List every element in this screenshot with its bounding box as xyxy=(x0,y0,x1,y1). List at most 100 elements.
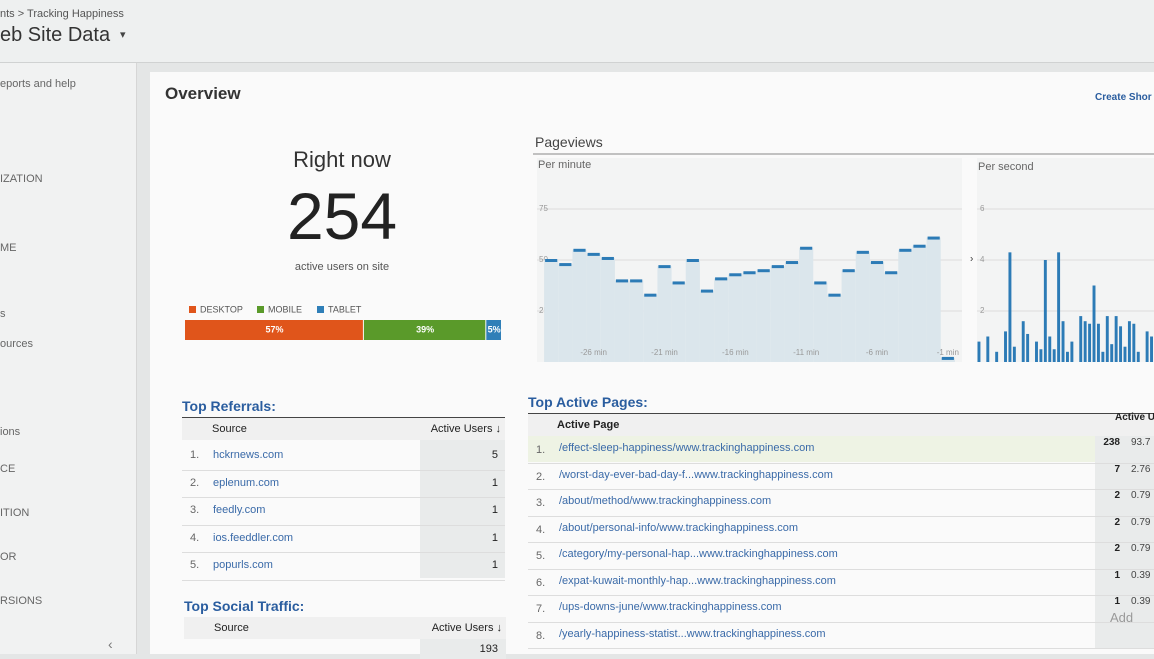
row-number: 5. xyxy=(190,559,200,571)
row-divider xyxy=(182,469,505,471)
pageview-bar xyxy=(827,294,842,362)
pageview-bar-top xyxy=(743,271,756,275)
pageview-second-bar xyxy=(977,341,981,362)
sidebar-item[interactable]: OR xyxy=(0,551,17,563)
pageview-bar xyxy=(714,278,729,362)
referral-source[interactable]: hckrnews.com xyxy=(213,449,284,461)
device-segment xyxy=(185,320,363,340)
active-page[interactable]: /expat-kuwait-monthly-hap...www.tracking… xyxy=(559,574,836,587)
pageview-second-bar xyxy=(1048,336,1052,362)
referral-source[interactable]: feedly.com xyxy=(213,504,266,516)
pageview-second-bar xyxy=(1070,341,1074,362)
table-header-bg xyxy=(528,414,1154,436)
active-users: 7 xyxy=(1114,463,1120,475)
pageview-second-bar xyxy=(995,351,999,362)
pageview-second-bar xyxy=(1039,349,1043,362)
sidebar-item[interactable]: CE xyxy=(0,463,16,475)
breadcrumb[interactable]: nts > Tracking Happiness xyxy=(0,8,124,20)
active-users: 1 xyxy=(1114,596,1120,607)
referral-source[interactable]: eplenum.com xyxy=(213,476,280,489)
row-number: 8. xyxy=(536,629,546,642)
active-page[interactable]: /worst-day-ever-bad-day-f...www.tracking… xyxy=(559,468,833,481)
pageview-second-bar xyxy=(1114,316,1118,362)
active-page[interactable]: /about/personal-info/www.trackinghappine… xyxy=(559,521,799,534)
sidebar-item[interactable]: ions xyxy=(0,426,21,438)
pageview-bar xyxy=(728,274,743,362)
pageview-second-bar xyxy=(1021,321,1025,362)
active-page[interactable]: /effect-sleep-happiness/www.trackinghapp… xyxy=(559,442,815,454)
active-page[interactable]: /ups-downs-june/www.trackinghappiness.co… xyxy=(559,601,782,613)
pageview-bar-top xyxy=(630,279,643,283)
pageview-bar-top xyxy=(559,263,572,267)
pageview-second-bar xyxy=(1110,344,1114,362)
row-divider xyxy=(528,595,1154,596)
y-tick-label: 2 xyxy=(980,306,985,315)
sidebar-item[interactable]: ources xyxy=(0,338,34,350)
sidebar-item[interactable]: ME xyxy=(0,242,17,254)
active-users-count: 254 xyxy=(286,179,398,253)
pageview-second-bar xyxy=(1145,331,1149,362)
sidebar-item[interactable]: IZATION xyxy=(0,173,43,185)
pageview-second-bar xyxy=(1043,260,1047,362)
device-segment xyxy=(363,320,486,340)
pageview-bar-top xyxy=(757,269,770,273)
sidebar-item[interactable]: s xyxy=(0,308,6,320)
row-divider xyxy=(182,524,505,526)
x-tick-label: -1 min xyxy=(937,348,959,357)
pageview-bar-top xyxy=(828,293,841,297)
row-number: 4. xyxy=(536,523,546,536)
row-number: 2. xyxy=(190,476,200,489)
pageview-bar xyxy=(926,237,941,362)
pageview-bar xyxy=(572,249,587,362)
row-number: 3. xyxy=(536,497,546,509)
legend-swatch xyxy=(189,306,196,313)
pageview-second-bar xyxy=(1061,321,1065,362)
row-divider xyxy=(528,542,1154,543)
active-page[interactable]: /category/my-personal-hap...www.tracking… xyxy=(559,548,838,560)
pageview-bar xyxy=(855,251,870,362)
pageview-second-bar xyxy=(1066,351,1069,362)
pageview-bar-top xyxy=(800,246,813,250)
active-page[interactable]: /about/method/www.trackinghappiness.com xyxy=(559,495,772,507)
pageview-bar-top xyxy=(700,289,714,293)
property-title[interactable]: eb Site Data xyxy=(0,24,111,46)
sidebar-item[interactable]: RSIONS xyxy=(0,595,43,607)
row-number: 5. xyxy=(536,550,546,562)
column-header: Source xyxy=(212,423,247,435)
sidebar-item[interactable]: ITION xyxy=(0,507,30,519)
pageview-second-bar xyxy=(1150,336,1153,362)
pageview-bar xyxy=(770,266,785,362)
pageview-bar xyxy=(671,282,686,362)
active-percent: 0.39 xyxy=(1131,569,1151,581)
plot-subtitle: Per minute xyxy=(538,159,591,171)
shortcut-link[interactable]: Create Shor xyxy=(1095,92,1152,103)
pageview-bar xyxy=(742,272,757,362)
row-number: 2. xyxy=(536,470,546,483)
row-number: 1. xyxy=(536,444,546,456)
active-users: 1 xyxy=(491,504,498,516)
add-button[interactable]: Add xyxy=(1110,610,1134,625)
legend-swatch xyxy=(257,306,264,313)
row-divider xyxy=(528,515,1154,517)
dropdown-arrow[interactable]: ▾ xyxy=(120,29,126,41)
active-users: 1 xyxy=(491,476,498,489)
pageview-second-bar xyxy=(1012,346,1016,362)
table-header-bg xyxy=(182,418,505,440)
active-percent: 2.76 xyxy=(1131,463,1151,475)
referral-source[interactable]: popurls.com xyxy=(213,559,273,571)
row-number: 6. xyxy=(536,576,546,589)
pageview-bar-top xyxy=(913,244,926,248)
referral-source[interactable]: ios.feeddler.com xyxy=(213,531,294,544)
plot-subtitle: Per second xyxy=(978,161,1034,173)
row-divider xyxy=(182,552,505,553)
pageview-second-bar xyxy=(1026,333,1030,362)
collapse-arrow[interactable]: ‹ xyxy=(108,636,113,652)
sidebar-item[interactable]: eports and help xyxy=(0,78,76,90)
active-page[interactable]: /yearly-happiness-statist...www.tracking… xyxy=(559,627,826,640)
chevron: › xyxy=(970,254,973,265)
active-percent: 0.79 xyxy=(1131,490,1151,501)
pageview-bar-top xyxy=(686,259,699,262)
column-header: Active Users ↓ xyxy=(430,423,501,435)
pageview-bar-top xyxy=(601,256,614,260)
pageview-bar xyxy=(629,280,644,362)
